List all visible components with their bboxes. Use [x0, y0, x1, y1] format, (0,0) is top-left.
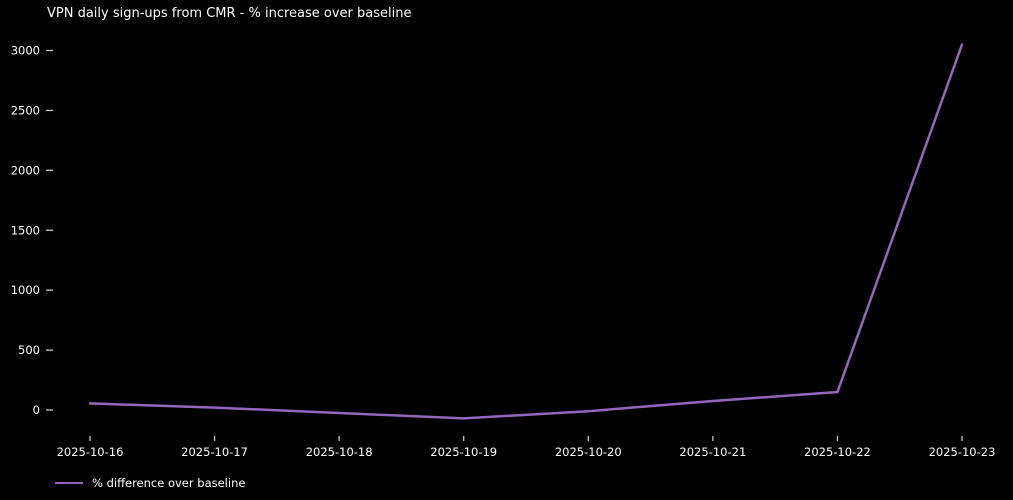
- y-axis-tick-label: 1000: [11, 283, 40, 297]
- x-axis-tick-label: 2025-10-22: [804, 445, 871, 459]
- x-axis-tick-label: 2025-10-18: [306, 445, 373, 459]
- legend-line-swatch: [55, 482, 83, 484]
- y-axis-tick-label: 500: [18, 343, 40, 357]
- chart-title: VPN daily sign-ups from CMR - % increase…: [47, 6, 412, 21]
- x-axis-tick-label: 2025-10-19: [430, 445, 497, 459]
- x-axis-tick-label: 2025-10-16: [57, 445, 124, 459]
- x-axis-tick-label: 2025-10-17: [181, 445, 248, 459]
- x-axis-tick-label: 2025-10-20: [555, 445, 622, 459]
- series-line: [88, 43, 964, 420]
- legend-label: % difference over baseline: [92, 476, 246, 490]
- y-axis-tick-label: 0: [33, 403, 40, 417]
- y-axis-tick-label: 3000: [11, 44, 40, 58]
- x-axis-tick-label: 2025-10-21: [679, 445, 746, 459]
- y-axis-tick-label: 2000: [11, 163, 40, 177]
- y-axis-tick-label: 1500: [11, 223, 40, 237]
- legend: % difference over baseline: [55, 476, 245, 490]
- y-axis-tick-label: 2500: [11, 103, 40, 117]
- x-axis-tick-label: 2025-10-23: [929, 445, 996, 459]
